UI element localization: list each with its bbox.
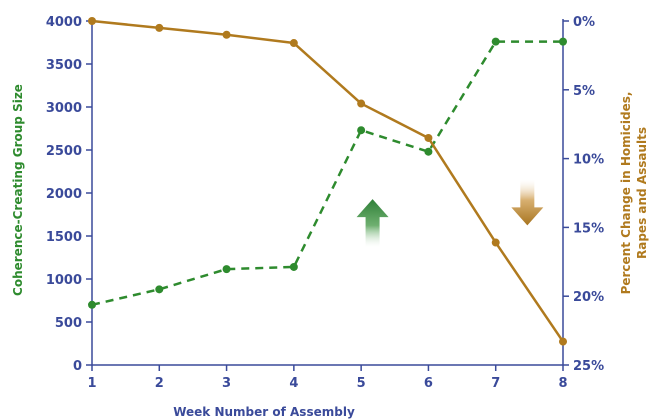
group-size-point (222, 265, 231, 274)
crime-change-line (91, 19, 565, 343)
group-size-point (424, 147, 433, 156)
group-size-point (491, 37, 500, 46)
crime-change-point (289, 39, 298, 48)
y-right-tick-label: 0% (573, 15, 595, 30)
x-tick-label: 5 (357, 376, 366, 391)
series-layer (88, 17, 567, 346)
y-right-tick-label: 20% (573, 290, 604, 305)
crime-change-point (424, 133, 433, 142)
crime-change-point (357, 99, 366, 108)
y-right-axis-title-line1: Percent Change in Homicides, (619, 92, 633, 295)
y-right-tick-label: 25% (573, 359, 604, 374)
y-left-tick-label: 3500 (46, 58, 82, 73)
crime-change-point (155, 23, 164, 32)
x-tick-label: 1 (87, 376, 96, 391)
y-left-tick-label: 2500 (46, 144, 82, 159)
y-left-tick-label: 2000 (46, 187, 82, 202)
y-left-tick-label: 1500 (46, 230, 82, 245)
group-size-line (91, 40, 563, 307)
y-left-tick-label: 1000 (46, 273, 82, 288)
group-size-point (289, 262, 298, 271)
y-right-tick-label: 15% (573, 221, 604, 236)
x-axis-title: Week Number of Assembly (173, 405, 355, 419)
group-size-point (88, 300, 96, 309)
y-right-tick-label: 5% (573, 84, 595, 99)
x-tick-label: 6 (424, 376, 433, 391)
group-size-point (357, 126, 366, 135)
y-left-axis-title: Coherence-Creating Group Size (11, 84, 25, 296)
crime-change-point (491, 238, 500, 247)
group-size-point (559, 37, 567, 46)
x-tick-label: 4 (289, 376, 298, 391)
x-tick-label: 8 (558, 376, 567, 391)
crime-change-point (88, 17, 96, 25)
x-tick-label: 2 (155, 376, 164, 391)
annotation-layer (356, 179, 544, 248)
crime-change-point (559, 337, 567, 346)
up-arrow-icon (356, 199, 389, 248)
ticks: 0 500 1000 1500 2000 2500 3000 3500 4000 0% 5% 10% 1… (46, 15, 604, 391)
y-right-axis-title-line2: Rapes and Assaults (635, 127, 649, 259)
down-arrow-icon (511, 179, 544, 226)
y-left-tick-label: 4000 (46, 15, 82, 30)
y-right-tick-label: 10% (573, 153, 604, 168)
y-left-tick-label: 3000 (46, 101, 82, 116)
crime-change-point (222, 30, 231, 39)
x-tick-label: 7 (491, 376, 500, 391)
y-left-tick-label: 500 (55, 316, 82, 331)
group-size-point (155, 285, 164, 294)
x-tick-label: 3 (222, 376, 231, 391)
axes (91, 19, 564, 366)
y-left-tick-label: 0 (73, 359, 82, 374)
